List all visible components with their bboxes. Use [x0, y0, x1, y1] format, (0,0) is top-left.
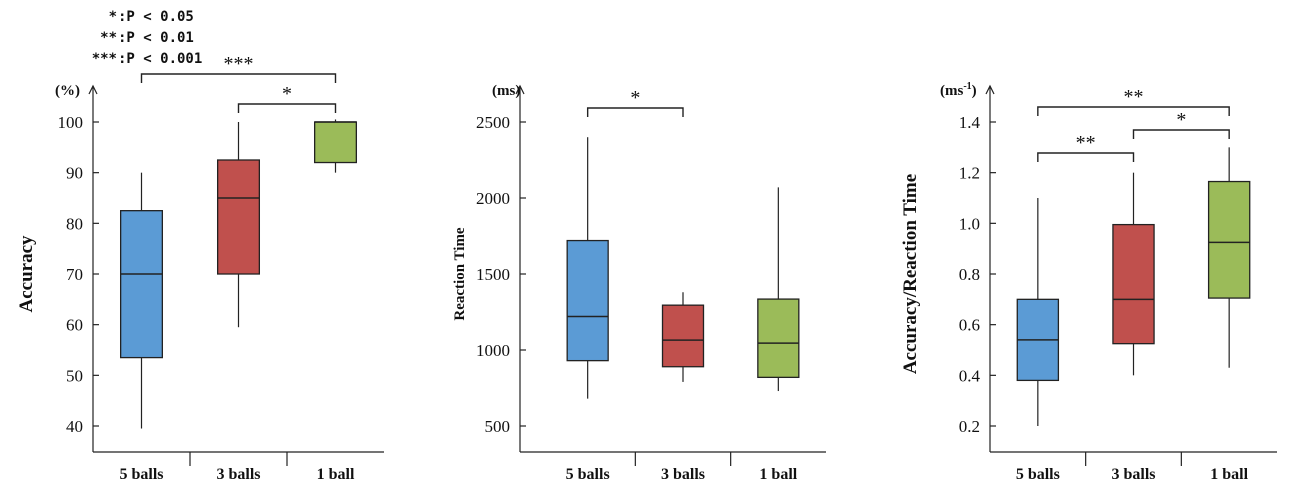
significance-label: *** [224, 53, 254, 75]
y-tick-label: 1.0 [959, 214, 980, 233]
category-label: 5 balls [119, 466, 163, 483]
reaction-time-panel: 500 1000 1500 2000 2500 (ms) Reaction Time 5 ba… [452, 83, 826, 483]
significance-label: ** [1124, 86, 1144, 108]
category-label: 1 ball [1210, 466, 1248, 483]
y-tick-label: 0.4 [959, 366, 981, 385]
bracket-line [1037, 106, 1230, 116]
significance-bracket: * [237, 83, 337, 113]
y-axis-arrow-icon [985, 84, 995, 95]
unit-label: (%) [55, 83, 80, 99]
y-tick-label: 80 [66, 214, 83, 233]
category-label: 3 balls [216, 466, 260, 483]
y-axis-arrow-icon [88, 84, 98, 95]
unit-label: (ms) [492, 83, 520, 99]
bracket-line [586, 107, 684, 117]
y-tick-label: 1500 [476, 265, 510, 284]
unit-label: (ms-1) [940, 81, 977, 99]
legend-stars: ** [100, 30, 117, 46]
significance-label: * [630, 87, 640, 109]
legend-text: :P < 0.05 [118, 9, 194, 25]
category-label: 1 ball [759, 466, 797, 483]
box-group [119, 172, 164, 429]
accuracy-per-reaction-time-panel: 0.2 0.4 0.6 0.8 1.0 1.2 1.4 (ms-1) Accuracy/Reac… [900, 81, 1277, 483]
box-group [661, 292, 705, 382]
legend-text: :P < 0.001 [118, 51, 202, 67]
box-group [566, 137, 609, 399]
significance-label: ** [1076, 132, 1096, 154]
box-rect [1112, 223, 1155, 345]
y-axis-label: Accuracy/Reaction Time [900, 174, 921, 374]
legend-row: * :P < 0.05 [109, 9, 194, 25]
category-label: 1 ball [317, 466, 355, 483]
category-label: 3 balls [661, 466, 705, 483]
box-rect [661, 304, 705, 368]
significance-label: * [282, 83, 292, 105]
legend-text: :P < 0.01 [118, 30, 194, 46]
legend-stars: * [109, 9, 117, 25]
box-rect [313, 121, 358, 164]
category-label: 5 balls [566, 466, 610, 483]
box-rect [566, 239, 609, 362]
y-tick-label: 40 [66, 417, 83, 436]
legend-stars: *** [92, 51, 117, 67]
significance-bracket: ** [1037, 132, 1135, 162]
box-group [313, 119, 358, 173]
significance-legend: * :P < 0.05 ** :P < 0.01 *** :P < 0.001 [92, 9, 203, 67]
legend-row: ** :P < 0.01 [100, 30, 194, 46]
y-axis-arrow-icon [515, 84, 525, 95]
legend-row: *** :P < 0.001 [92, 51, 203, 67]
significance-bracket: *** [140, 53, 337, 83]
box-rect [216, 159, 261, 275]
y-axis-label: Accuracy [16, 235, 37, 313]
significance-bracket: * [1132, 109, 1230, 139]
box-group [1207, 147, 1251, 368]
box-rect [119, 210, 164, 359]
y-tick-label: 100 [58, 113, 84, 132]
y-tick-label: 2500 [476, 113, 510, 132]
y-tick-label: 2000 [476, 189, 510, 208]
unit-close-paren: ) [972, 83, 977, 99]
unit-superscript: -1 [963, 81, 971, 92]
bracket-line [1132, 129, 1230, 139]
y-tick-label: 1000 [476, 341, 510, 360]
category-label: 5 balls [1016, 466, 1060, 483]
y-axis-label: Reaction Time [452, 227, 468, 321]
y-tick-label: 0.8 [959, 265, 980, 284]
y-tick-label: 500 [485, 417, 511, 436]
significance-bracket: * [586, 87, 684, 117]
y-tick-label: 0.6 [959, 316, 980, 335]
box-group [1016, 198, 1060, 426]
box-rect [1207, 180, 1251, 299]
y-tick-label: 60 [66, 316, 83, 335]
y-tick-label: 0.2 [959, 417, 980, 436]
y-tick-label: 1.4 [959, 113, 981, 132]
box-rect [757, 298, 800, 379]
bracket-line [1037, 152, 1135, 162]
bracket-line [140, 73, 337, 83]
y-tick-label: 50 [66, 366, 83, 385]
box-group [757, 187, 800, 392]
accuracy-panel: 40 50 60 70 80 90 100 (%) Accuracy 5 balls 3 balls… [16, 53, 384, 483]
significance-bracket: ** [1037, 86, 1230, 116]
box-group [1112, 172, 1155, 376]
bracket-line [237, 103, 337, 113]
y-tick-label: 90 [66, 164, 83, 183]
y-tick-label: 1.2 [959, 164, 980, 183]
category-label: 3 balls [1111, 466, 1155, 483]
box-group [216, 122, 261, 328]
y-tick-label: 70 [66, 265, 83, 284]
significance-label: * [1176, 109, 1186, 131]
